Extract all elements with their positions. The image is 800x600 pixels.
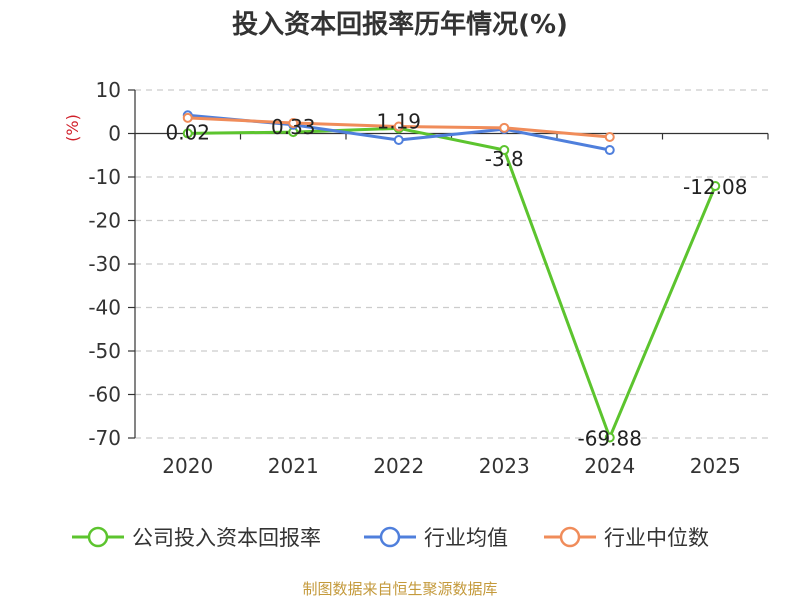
- legend-marker: [559, 526, 581, 548]
- y-tick-labels: 10 0 -10 -20 -30 -40 -50 -60 -70: [88, 78, 121, 450]
- data-point: [604, 145, 615, 156]
- x-tick-label: 2022: [373, 454, 424, 478]
- legend-marker: [379, 526, 401, 548]
- y-tick-label: -10: [88, 165, 121, 189]
- legend-label: 行业中位数: [604, 526, 709, 550]
- data-point: [393, 121, 404, 132]
- data-point: [288, 118, 299, 129]
- x-tick-label: 2023: [479, 454, 530, 478]
- legend-label: 行业均值: [424, 526, 508, 550]
- chart-title: 投入资本回报率历年情况(%): [232, 10, 568, 40]
- source-footer: 制图数据来自恒生聚源数据库: [302, 580, 498, 598]
- y-tick-label: 10: [96, 78, 121, 102]
- legend-item[interactable]: 公司投入资本回报率: [72, 526, 321, 550]
- y-tick-label: -50: [88, 339, 121, 363]
- data-point: [182, 112, 193, 123]
- legend[interactable]: 公司投入资本回报率 行业均值 行业中位数: [72, 526, 709, 550]
- data-label: -12.08: [683, 175, 747, 199]
- y-axis-label: (%): [63, 114, 82, 142]
- data-label: 0.02: [165, 120, 210, 144]
- x-tick-label: 2025: [690, 454, 741, 478]
- y-tick-label: 0: [108, 122, 121, 146]
- x-tick-label: 2021: [268, 454, 319, 478]
- legend-item[interactable]: 行业中位数: [544, 526, 709, 550]
- data-label: -69.88: [578, 426, 642, 450]
- x-tick-label: 2020: [162, 454, 213, 478]
- y-tick-label: -70: [88, 426, 121, 450]
- series-line-0: [187, 126, 717, 439]
- data-point: [182, 128, 193, 139]
- grid-lines: [135, 89, 768, 439]
- data-point: [499, 145, 510, 156]
- y-tick-label: -30: [88, 252, 121, 276]
- data-point: [499, 122, 510, 133]
- data-label: -3.8: [485, 147, 524, 171]
- data-point: [604, 131, 615, 142]
- data-label: 0.33: [271, 115, 316, 139]
- y-tick-label: -60: [88, 383, 121, 407]
- series-lines: [182, 110, 721, 443]
- data-labels: 0.02 0.33 1.19 -3.8 -69.88 -12.08: [165, 109, 747, 450]
- legend-item[interactable]: 行业均值: [364, 526, 508, 550]
- x-tick-label: 2024: [584, 454, 635, 478]
- data-label: 1.19: [376, 109, 421, 133]
- y-tick-label: -20: [88, 209, 121, 233]
- legend-label: 公司投入资本回报率: [132, 526, 321, 550]
- data-point: [710, 181, 721, 192]
- y-tick-label: -40: [88, 296, 121, 320]
- data-point: [393, 135, 404, 146]
- data-point: [604, 432, 615, 443]
- legend-marker: [87, 526, 109, 548]
- x-tick-labels: 2020 2021 2022 2023 2024 2025: [162, 454, 740, 478]
